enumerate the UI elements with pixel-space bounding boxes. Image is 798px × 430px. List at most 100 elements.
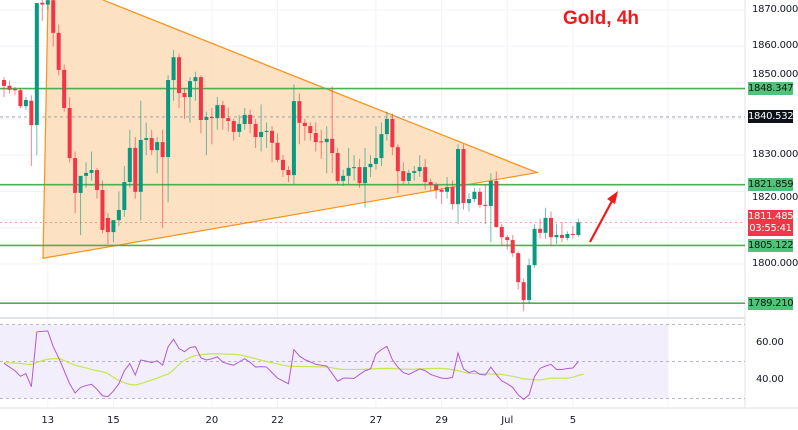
candle-body [505,237,510,241]
candle [527,258,532,304]
candle-body [84,172,89,176]
candle-body [499,227,504,238]
candle [466,193,471,212]
candle [488,173,493,243]
rsi-line [3,330,579,401]
candle-body [373,158,378,164]
candle [406,169,411,185]
candle [84,162,89,188]
candle-body [472,191,477,200]
candle-body [466,199,471,204]
candle [198,75,203,134]
price-axis-label: 1860.000 [752,40,798,52]
candle [554,224,559,245]
candle-body [34,3,39,126]
last-price-tag: 1811.485 03:55:41 [748,210,794,237]
time-axis-label: 5 [569,415,577,426]
candle [18,88,23,108]
candle [324,126,329,174]
candle [23,97,28,110]
price-axis-label: 1800.000 [752,258,798,270]
candle [401,162,406,185]
candle-body [532,228,537,266]
candle [286,166,291,183]
candle [565,231,570,241]
candle [56,24,61,76]
candle-body [286,170,291,176]
candle-body [450,187,455,205]
candle [291,84,296,185]
candle [549,211,553,246]
candle-body [302,122,307,127]
candle [62,64,67,112]
candle [73,151,78,214]
candle-body [483,204,488,206]
candle [395,144,400,194]
candle [187,77,192,123]
candle-body [2,80,6,86]
candle [155,137,160,174]
candle-body [488,180,493,206]
candle-body [204,117,209,120]
candle [204,111,209,156]
candle-body [100,189,105,230]
candle-body [67,107,72,159]
candle-body [209,117,214,119]
candle [434,182,439,199]
candle-body [384,118,389,135]
candle-body [363,167,368,184]
candle [78,175,83,235]
candle [209,107,214,145]
candle-body [56,32,61,70]
candle [67,97,72,163]
candle-body [395,147,400,172]
candle-body [291,101,296,176]
time-axis-label: Jul [501,415,514,426]
candle [346,147,351,185]
trend-arrow-head [607,191,618,204]
candle [149,129,154,156]
candle-body [7,85,12,90]
candle-body [248,114,253,124]
candle-body [516,253,521,283]
candle-body [559,234,564,238]
candle [193,71,198,101]
rsi-background [0,324,668,399]
candle-body [270,130,275,143]
candle [505,234,510,250]
candle [177,53,182,108]
candle-body [18,90,23,107]
bar-countdown: 03:55:41 [749,223,792,235]
candle-body [149,138,154,151]
candle-body [494,180,499,228]
candle [521,278,526,312]
candle-body [264,130,269,132]
candle [40,0,45,21]
candle [390,113,395,156]
candle [215,97,220,130]
trend-arrow-shaft [589,200,613,243]
candle-body [45,0,50,5]
candle [116,191,121,226]
candle-body [445,187,450,192]
candle-body [527,265,532,300]
time-axis-label: 27 [369,415,383,426]
candle [379,122,384,167]
chart-title: Gold, 4h [563,8,639,29]
candle [248,109,253,134]
candle [363,147,368,208]
candle-body [193,77,198,82]
candle [510,234,515,257]
time-axis-label: 20 [205,415,219,426]
candle [335,147,340,185]
candle-body [412,171,417,173]
candle-body [549,217,553,238]
candle [423,158,428,190]
candle [302,118,307,141]
time-axis-label: 29 [435,415,448,426]
candle [428,178,433,192]
candle [29,95,34,167]
candle-body [220,105,225,119]
candle-body [423,167,428,183]
